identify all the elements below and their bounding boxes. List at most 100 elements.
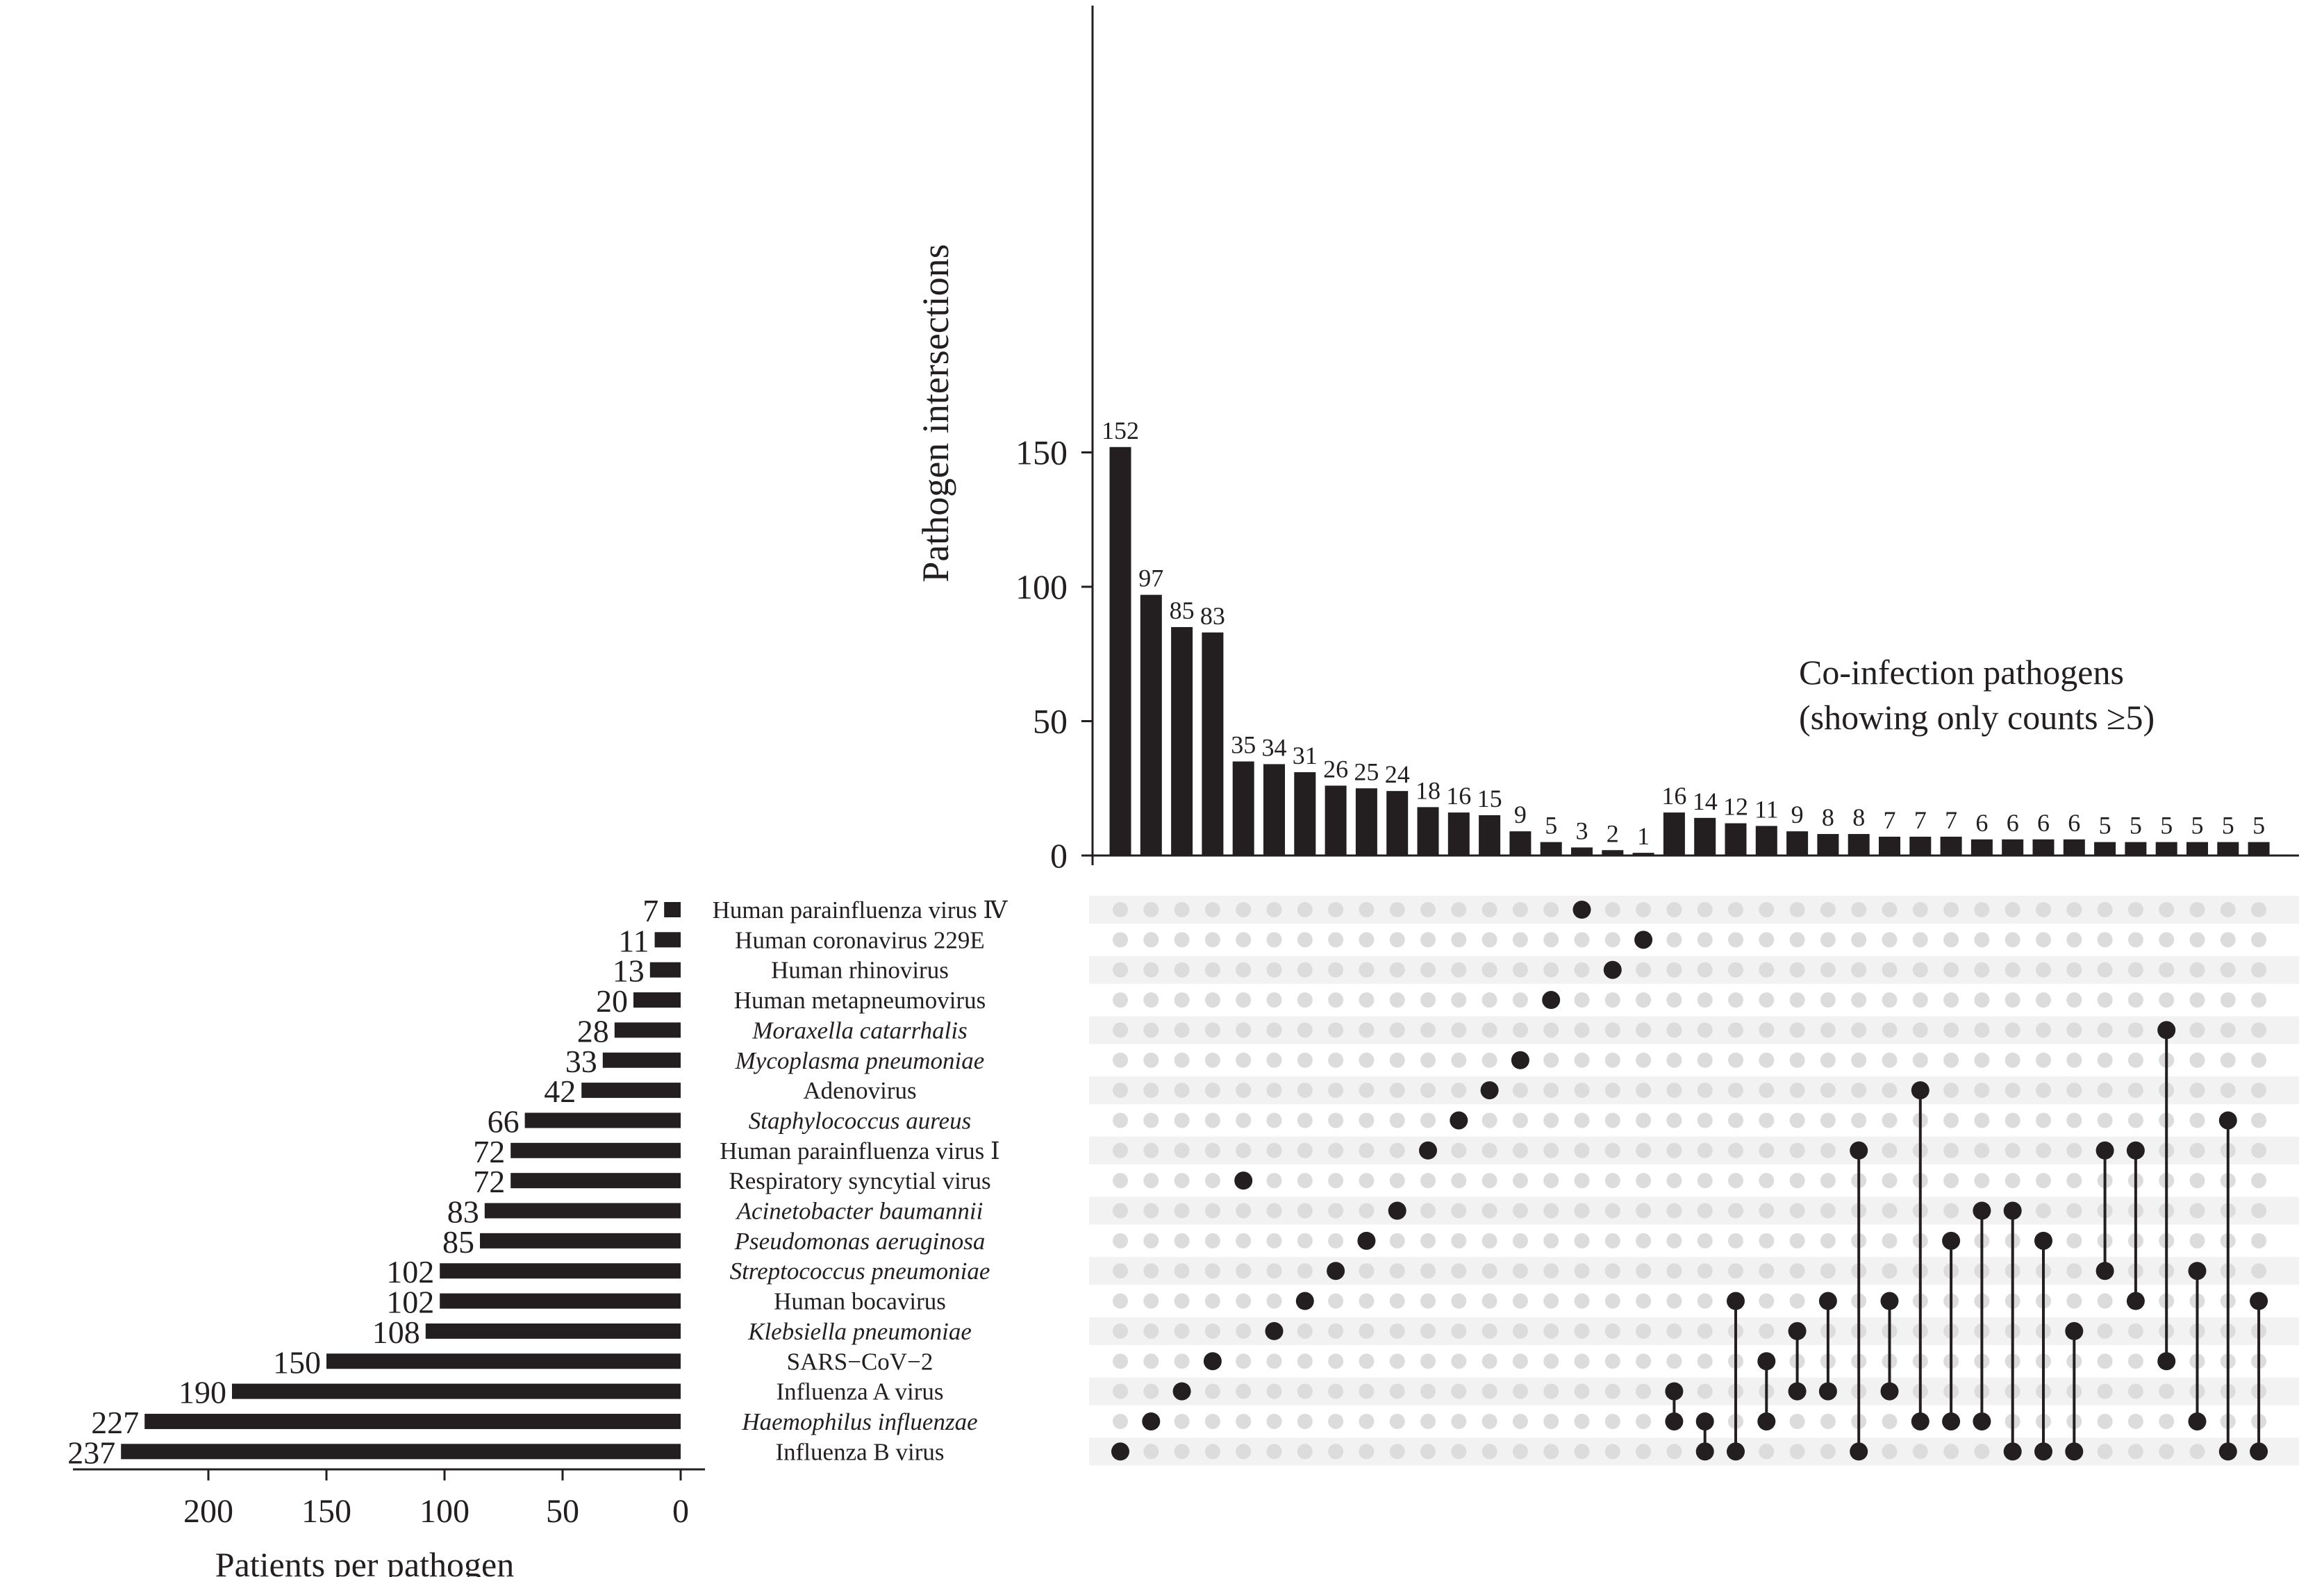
matrix-dot-inactive bbox=[1389, 1052, 1405, 1068]
matrix-dot-active bbox=[1419, 1141, 1437, 1160]
matrix-dot-inactive bbox=[1389, 1353, 1405, 1369]
matrix-dot-inactive bbox=[1389, 1293, 1405, 1309]
matrix-dot-inactive bbox=[1882, 1444, 1898, 1460]
matrix-dot-active bbox=[1111, 1442, 1129, 1461]
matrix-dot-inactive bbox=[1666, 1323, 1682, 1339]
matrix-dot-inactive bbox=[2189, 1083, 2205, 1099]
matrix-dot-inactive bbox=[1266, 1413, 1282, 1429]
matrix-dot-inactive bbox=[1943, 1052, 1959, 1068]
matrix-dot-inactive bbox=[1174, 1263, 1190, 1279]
matrix-dot-active bbox=[2034, 1442, 2052, 1461]
matrix-dot-inactive bbox=[1451, 1383, 1467, 1399]
pathogen-count-label: 190 bbox=[179, 1375, 226, 1410]
matrix-dot-inactive bbox=[1389, 932, 1405, 948]
matrix-dot-inactive bbox=[1666, 1142, 1682, 1158]
intersection-bar-label: 1 bbox=[1637, 822, 1650, 850]
matrix-dot-inactive bbox=[2251, 962, 2267, 978]
matrix-dot-inactive bbox=[1636, 1142, 1652, 1158]
matrix-dot-inactive bbox=[1113, 1383, 1128, 1399]
matrix-dot-inactive bbox=[1481, 1022, 1497, 1038]
matrix-dot-inactive bbox=[1389, 1383, 1405, 1399]
matrix-dot-inactive bbox=[1820, 902, 1836, 917]
matrix-dot-inactive bbox=[1266, 1022, 1282, 1038]
matrix-dot-inactive bbox=[1636, 992, 1652, 1008]
matrix-dot-inactive bbox=[2036, 1083, 2051, 1099]
matrix-dot-inactive bbox=[1759, 1444, 1775, 1460]
matrix-dot-active bbox=[1757, 1352, 1776, 1371]
matrix-dot-inactive bbox=[1604, 1203, 1620, 1219]
matrix-dot-active bbox=[1880, 1292, 1899, 1310]
matrix-dot-active bbox=[1572, 901, 1591, 919]
matrix-dot-inactive bbox=[2251, 1142, 2267, 1158]
matrix-dot-inactive bbox=[1143, 1052, 1159, 1068]
matrix-dot-inactive bbox=[1666, 1263, 1682, 1279]
intersection-bar-label: 3 bbox=[1576, 817, 1588, 844]
matrix-dot-inactive bbox=[1728, 1263, 1743, 1279]
y-axis-label: Pathogen intersections bbox=[915, 244, 956, 582]
matrix-dot-inactive bbox=[1143, 932, 1159, 948]
matrix-dot-inactive bbox=[1359, 1022, 1375, 1038]
matrix-dot-inactive bbox=[2189, 1233, 2205, 1249]
intersection-bar bbox=[1817, 834, 1839, 856]
intersection-bar-label: 5 bbox=[2160, 812, 2173, 840]
matrix-dot-inactive bbox=[2127, 1022, 2143, 1038]
matrix-dot-inactive bbox=[1143, 1444, 1159, 1460]
matrix-dot-inactive bbox=[1266, 1203, 1282, 1219]
matrix-dot-inactive bbox=[1389, 1022, 1405, 1038]
matrix-dot-inactive bbox=[1266, 1444, 1282, 1460]
matrix-dot-inactive bbox=[1420, 1263, 1436, 1279]
matrix-dot-inactive bbox=[1236, 1112, 1252, 1128]
matrix-dot-inactive bbox=[1481, 1413, 1497, 1429]
matrix-dot-inactive bbox=[1451, 1444, 1467, 1460]
matrix-dot-inactive bbox=[1789, 1203, 1805, 1219]
intersection-bar bbox=[1694, 817, 1716, 856]
matrix-dot-inactive bbox=[1882, 1203, 1898, 1219]
left-panel: 200 150 100 50 0 7 Human parainfluenza virus Ⅳ… bbox=[67, 893, 1008, 1530]
matrix-dot-inactive bbox=[1236, 962, 1252, 978]
intersection-bar-label: 6 bbox=[2007, 809, 2019, 837]
matrix-dot-inactive bbox=[1451, 992, 1467, 1008]
matrix-dot-inactive bbox=[2097, 992, 2113, 1008]
intersection-bar-label: 25 bbox=[1354, 758, 1379, 785]
matrix-dot-inactive bbox=[1236, 1142, 1252, 1158]
matrix-dot-inactive bbox=[1143, 1022, 1159, 1038]
matrix-dot-inactive bbox=[1697, 1022, 1713, 1038]
matrix-dot-inactive bbox=[1759, 1203, 1775, 1219]
intersection-bar bbox=[1140, 594, 1162, 856]
matrix-dot-inactive bbox=[1451, 962, 1467, 978]
intersection-bar-label: 5 bbox=[2252, 812, 2265, 840]
matrix-dot-inactive bbox=[1359, 1112, 1375, 1128]
annotation-line2: (showing only counts ≥5) bbox=[1799, 698, 2155, 737]
pathogen-bar bbox=[480, 1233, 681, 1249]
matrix-dot-inactive bbox=[1759, 1142, 1775, 1158]
matrix-dot-inactive bbox=[1882, 962, 1898, 978]
matrix-dot-inactive bbox=[1789, 1083, 1805, 1099]
matrix-dot-inactive bbox=[2097, 1293, 2113, 1309]
matrix-dot-inactive bbox=[1174, 1353, 1190, 1369]
matrix-dot-inactive bbox=[1789, 1444, 1805, 1460]
matrix-dot-inactive bbox=[1420, 1022, 1436, 1038]
matrix-dot-inactive bbox=[1328, 1173, 1344, 1189]
pathogen-name: Adenovirus bbox=[803, 1077, 916, 1104]
matrix-dot-inactive bbox=[1297, 1263, 1313, 1279]
matrix-dot-inactive bbox=[1297, 992, 1313, 1008]
matrix-dot-inactive bbox=[1512, 1263, 1528, 1279]
matrix-dot-inactive bbox=[1512, 1022, 1528, 1038]
matrix-dot-active bbox=[1542, 991, 1561, 1010]
matrix-dot-inactive bbox=[2097, 1353, 2113, 1369]
matrix-dot-inactive bbox=[2066, 1083, 2082, 1099]
x-tick-label: 150 bbox=[301, 1493, 351, 1530]
matrix-dot-inactive bbox=[2220, 962, 2236, 978]
matrix-dot-inactive bbox=[1420, 1353, 1436, 1369]
matrix-dot-active bbox=[1788, 1321, 1807, 1340]
matrix-dot-inactive bbox=[1328, 1142, 1344, 1158]
matrix-dot-inactive bbox=[1759, 962, 1775, 978]
matrix-dot-inactive bbox=[1420, 1233, 1436, 1249]
intersection-bar bbox=[2032, 839, 2055, 856]
matrix-dot-inactive bbox=[2005, 992, 2020, 1008]
matrix-dot-inactive bbox=[1389, 1083, 1405, 1099]
matrix-dot-inactive bbox=[1420, 932, 1436, 948]
matrix-dot-inactive bbox=[1328, 962, 1344, 978]
pathogen-count-label: 33 bbox=[565, 1044, 597, 1079]
matrix-dot-inactive bbox=[1420, 1112, 1436, 1128]
